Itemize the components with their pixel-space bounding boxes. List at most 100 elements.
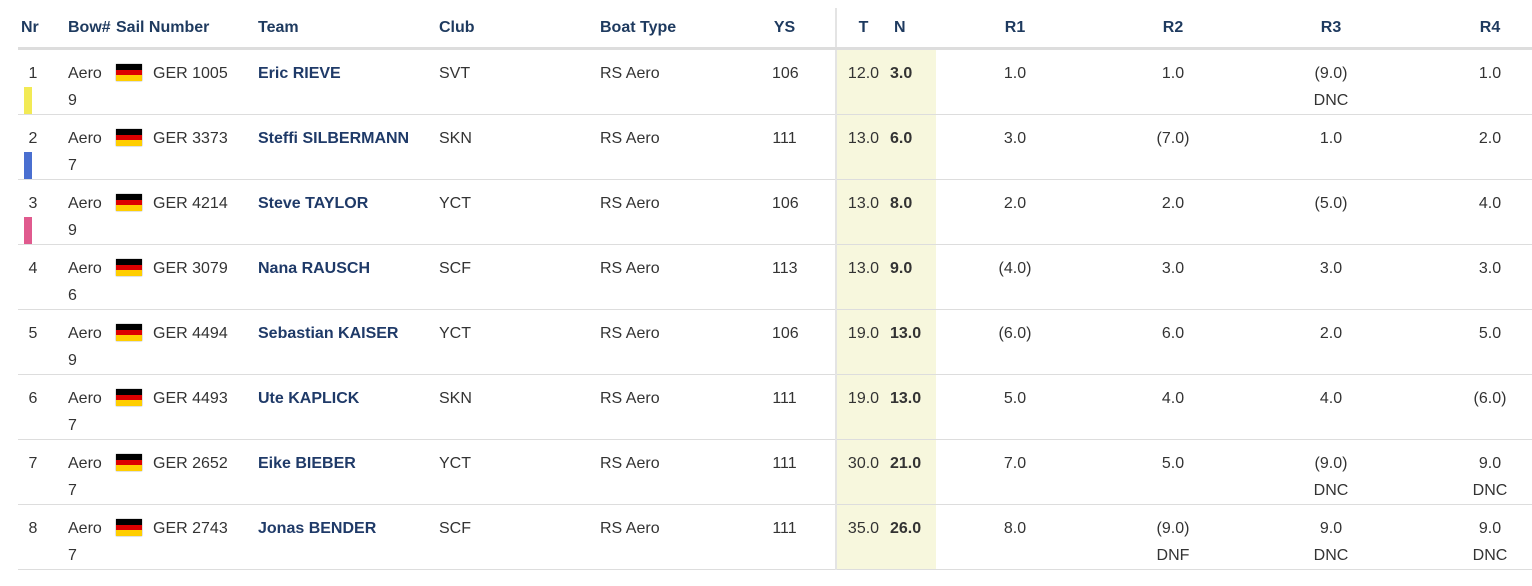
bow-class: Aero: [68, 325, 102, 342]
table-row[interactable]: 4 Aero 6 GER 3079 Nana RAUSCH SCF RS Aero 113 13…: [18, 244, 1532, 310]
club: SKN: [439, 114, 597, 180]
table-row[interactable]: 8 Aero 7 GER 2743 Jonas BENDER SCF RS Aero 111 3…: [18, 504, 1532, 570]
col-header-r2[interactable]: R2: [1094, 8, 1252, 50]
race-4-code: DNC: [1472, 547, 1508, 564]
race-1-score: 7.0: [1003, 455, 1027, 472]
race-1-score: 2.0: [1003, 195, 1027, 212]
sail-number: GER 4494: [153, 325, 228, 342]
team-name-link[interactable]: Steve TAYLOR: [258, 179, 439, 245]
race-2-code: DNF: [1156, 547, 1190, 564]
total-points: 12.0: [836, 48, 890, 115]
race-2-score: 1.0: [1161, 65, 1185, 82]
race-3-score: (9.0): [1314, 455, 1348, 472]
race-4-score: 1.0: [1478, 65, 1502, 82]
germany-flag-icon: [116, 324, 142, 341]
net-points: 9.0: [890, 244, 936, 310]
club: SVT: [439, 48, 597, 115]
race-4-score: 9.0: [1478, 455, 1502, 472]
col-header-boat-type[interactable]: Boat Type: [597, 8, 772, 50]
germany-flag-icon: [116, 259, 142, 276]
bow-class: Aero: [68, 520, 102, 537]
rank-number: 5: [28, 325, 38, 342]
col-header-r4[interactable]: R4: [1410, 8, 1532, 50]
bow-class: Aero: [68, 260, 102, 277]
race-2-score: 5.0: [1161, 455, 1185, 472]
col-header-sail[interactable]: Sail Number: [106, 8, 258, 50]
race-3-score: 2.0: [1319, 325, 1343, 342]
rank-number: 7: [28, 455, 38, 472]
net-points: 13.0: [890, 309, 936, 375]
team-name-link[interactable]: Eric RIEVE: [258, 48, 439, 115]
team-name-link[interactable]: Eike BIEBER: [258, 439, 439, 505]
table-row[interactable]: 2 Aero 7 GER 3373 Steffi SILBERMANN SKN RS Aer…: [18, 114, 1532, 180]
col-header-t[interactable]: T: [836, 8, 890, 50]
team-name-link[interactable]: Ute KAPLICK: [258, 374, 439, 440]
ys-value: 111: [772, 504, 837, 570]
germany-flag-icon: [116, 389, 142, 406]
col-header-club[interactable]: Club: [439, 8, 597, 50]
race-3-score: 1.0: [1319, 130, 1343, 147]
club: SCF: [439, 244, 597, 310]
total-points: 30.0: [836, 439, 890, 505]
col-header-team[interactable]: Team: [258, 8, 439, 50]
table-row[interactable]: 6 Aero 7 GER 4493 Ute KAPLICK SKN RS Aero 111 19…: [18, 374, 1532, 440]
table-row[interactable]: 1 Aero 9 GER 1005 Eric RIEVE SVT RS Aero 106 12.…: [18, 48, 1532, 115]
rank-number: 6: [28, 390, 38, 407]
race-4-score: 3.0: [1478, 260, 1502, 277]
rank-number: 2: [28, 130, 38, 147]
table-row[interactable]: 3 Aero 9 GER 4214 Steve TAYLOR YCT RS Aero 106 1…: [18, 179, 1532, 245]
col-header-n[interactable]: N: [890, 8, 936, 50]
team-name-link[interactable]: Nana RAUSCH: [258, 244, 439, 310]
net-points: 26.0: [890, 504, 936, 570]
race-4-score: 2.0: [1478, 130, 1502, 147]
rank-number: 8: [28, 520, 38, 537]
table-row[interactable]: 7 Aero 7 GER 2652 Eike BIEBER YCT RS Aero 111 30…: [18, 439, 1532, 505]
race-1-score: (4.0): [998, 260, 1032, 277]
boat-type: RS Aero: [597, 179, 772, 245]
col-header-nr[interactable]: Nr: [18, 8, 56, 50]
net-points: 3.0: [890, 48, 936, 115]
race-2-score: 6.0: [1161, 325, 1185, 342]
total-points: 19.0: [836, 374, 890, 440]
ys-value: 106: [772, 48, 837, 115]
race-2-score: 3.0: [1161, 260, 1185, 277]
rank-number: 1: [28, 65, 38, 82]
bow-number: 7: [68, 157, 77, 174]
bow-number: 7: [68, 417, 77, 434]
bow-number: 9: [68, 352, 77, 369]
bow-number: 7: [68, 482, 77, 499]
bow-color-bar: [24, 152, 32, 179]
net-points: 13.0: [890, 374, 936, 440]
ys-value: 111: [772, 374, 837, 440]
sail-number: GER 2652: [153, 455, 228, 472]
col-header-r1[interactable]: R1: [936, 8, 1094, 50]
rank-number: 3: [28, 195, 38, 212]
team-name-link[interactable]: Jonas BENDER: [258, 504, 439, 570]
col-header-r3[interactable]: R3: [1252, 8, 1410, 50]
race-4-code: DNC: [1472, 482, 1508, 499]
rank-number: 4: [28, 260, 38, 277]
boat-type: RS Aero: [597, 374, 772, 440]
bow-color-bar: [24, 87, 32, 114]
race-3-code: DNC: [1313, 482, 1349, 499]
race-3-score: 3.0: [1319, 260, 1343, 277]
race-3-score: 9.0: [1319, 520, 1343, 537]
race-3-code: DNC: [1313, 547, 1349, 564]
net-points: 8.0: [890, 179, 936, 245]
race-3-score: 4.0: [1319, 390, 1343, 407]
bow-number: 9: [68, 92, 77, 109]
bow-number: 7: [68, 547, 77, 564]
race-2-score: (9.0): [1156, 520, 1190, 537]
ys-value: 106: [772, 309, 837, 375]
table-row[interactable]: 5 Aero 9 GER 4494 Sebastian KAISER YCT RS Aero…: [18, 309, 1532, 375]
col-header-bow[interactable]: Bow#: [56, 8, 111, 50]
ys-value: 106: [772, 179, 837, 245]
bow-color-bar: [24, 282, 32, 309]
team-name-link[interactable]: Sebastian KAISER: [258, 309, 439, 375]
team-name-link[interactable]: Steffi SILBERMANN: [258, 114, 439, 180]
sail-number: GER 4493: [153, 390, 228, 407]
col-header-ys[interactable]: YS: [772, 8, 837, 50]
race-1-score: 1.0: [1003, 65, 1027, 82]
race-3-code: DNC: [1313, 92, 1349, 109]
germany-flag-icon: [116, 64, 142, 81]
